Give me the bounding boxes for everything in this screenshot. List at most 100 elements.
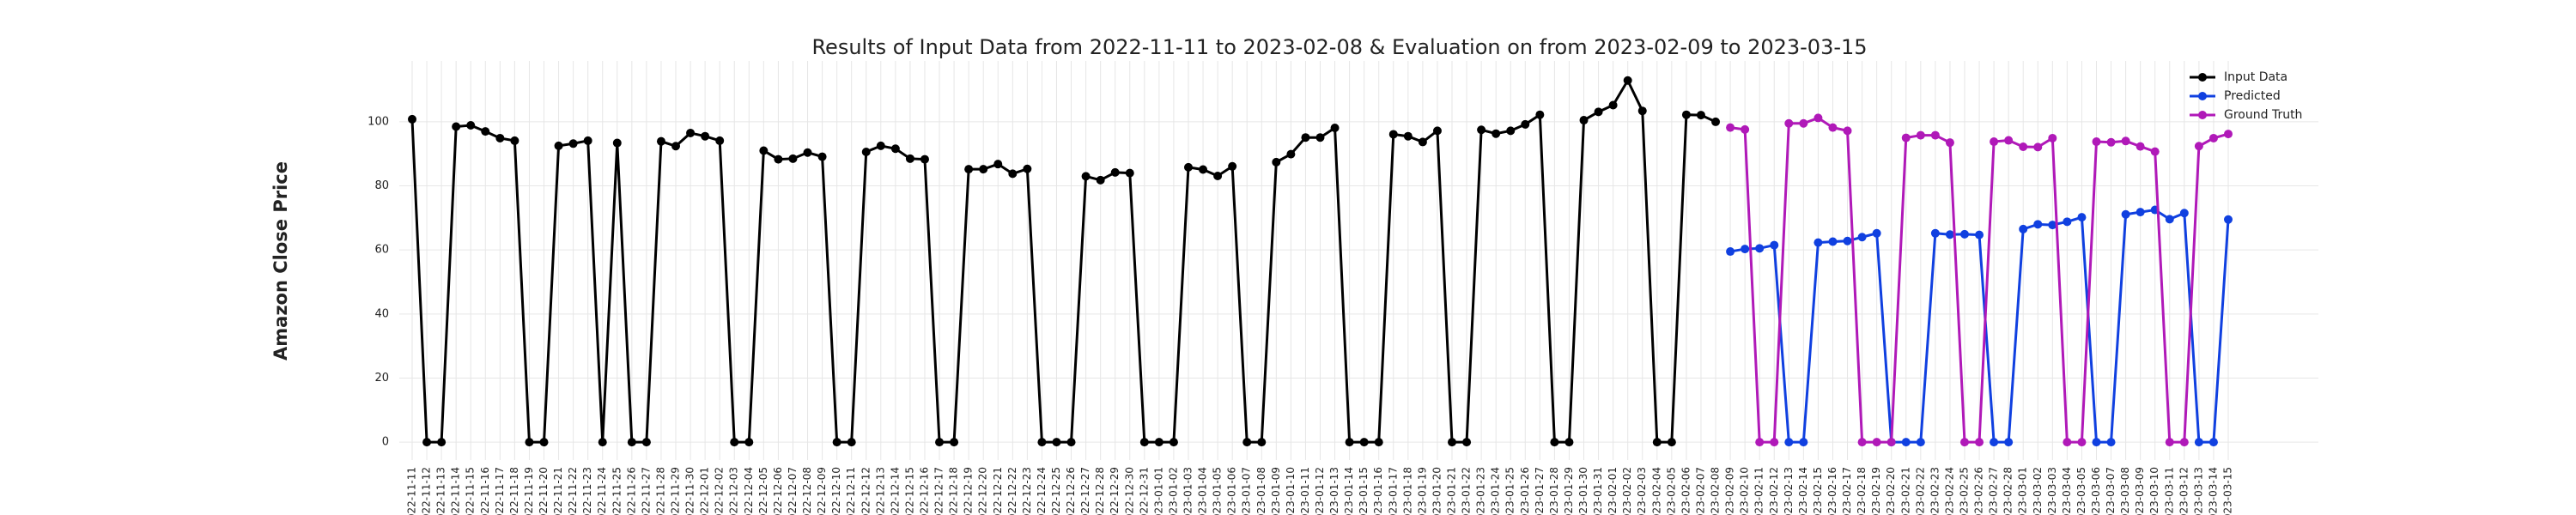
data-point xyxy=(1139,438,1149,447)
x-tick-label: 2023-03-05 xyxy=(2075,467,2087,515)
x-tick-label: 2022-11-13 xyxy=(435,467,447,515)
x-tick-label: 2023-01-28 xyxy=(1548,467,1560,515)
data-point xyxy=(2092,137,2101,147)
data-point xyxy=(2048,133,2057,142)
data-point xyxy=(452,122,461,131)
y-tick-label: 40 xyxy=(374,307,389,320)
data-point xyxy=(759,146,769,155)
data-point xyxy=(2063,438,2072,447)
x-tick-label: 2022-11-11 xyxy=(406,467,418,515)
data-point xyxy=(2208,133,2218,142)
data-point xyxy=(701,131,710,141)
data-point xyxy=(495,133,505,142)
x-tick-label: 2023-01-07 xyxy=(1241,467,1253,515)
data-point xyxy=(1374,438,1383,447)
x-tick-label: 2023-03-13 xyxy=(2192,467,2204,515)
data-point xyxy=(1154,438,1163,447)
data-point xyxy=(1608,100,1618,110)
data-point xyxy=(920,154,929,164)
data-point xyxy=(905,154,914,163)
x-tick-label: 2022-12-26 xyxy=(1065,467,1077,515)
data-point xyxy=(1242,438,1252,447)
x-tick-label: 2022-12-31 xyxy=(1138,467,1150,515)
y-tick-label: 0 xyxy=(382,436,389,449)
x-tick-label: 2023-03-14 xyxy=(2207,467,2219,515)
data-point xyxy=(1843,126,1852,136)
data-point xyxy=(2165,438,2174,447)
x-tick-label: 2023-01-15 xyxy=(1358,467,1370,515)
x-tick-label: 2023-01-19 xyxy=(1416,467,1428,515)
x-tick-label: 2023-02-09 xyxy=(1724,467,1736,515)
data-point xyxy=(1564,438,1574,447)
x-tick-label: 2023-01-13 xyxy=(1328,467,1340,515)
x-tick-label: 2022-12-24 xyxy=(1036,467,1048,515)
data-point xyxy=(1081,172,1091,181)
x-tick-label: 2023-02-13 xyxy=(1783,467,1795,515)
data-point xyxy=(1286,149,1296,159)
data-point xyxy=(1183,162,1193,172)
data-point xyxy=(1857,438,1867,447)
x-tick-label: 2023-01-05 xyxy=(1212,467,1224,515)
data-point xyxy=(2150,147,2160,156)
data-point xyxy=(1828,237,1838,246)
x-tick-label: 2022-12-13 xyxy=(874,467,886,515)
x-tick-label: 2023-02-17 xyxy=(1841,467,1853,515)
data-point xyxy=(993,160,1003,169)
data-point xyxy=(1550,438,1559,447)
data-point xyxy=(1959,438,1969,447)
x-tick-label: 2023-02-18 xyxy=(1856,467,1868,515)
y-tick-label: 20 xyxy=(374,372,389,385)
data-point xyxy=(2136,142,2145,151)
data-point xyxy=(1814,238,1823,247)
data-point xyxy=(1916,438,1925,447)
data-point xyxy=(979,165,988,174)
data-point xyxy=(1945,230,1954,239)
x-tick-label: 2022-11-12 xyxy=(421,467,433,515)
data-point xyxy=(583,136,592,145)
x-tick-label: 2022-11-14 xyxy=(450,467,462,515)
data-point xyxy=(2019,224,2028,233)
x-tick-label: 2022-12-21 xyxy=(992,467,1004,515)
x-tick-label: 2023-02-27 xyxy=(1988,467,2000,515)
legend-marker xyxy=(2198,92,2207,100)
data-point xyxy=(641,438,651,447)
data-point xyxy=(1023,164,1032,173)
x-tick-label: 2023-01-23 xyxy=(1475,467,1487,515)
data-point xyxy=(2106,438,2116,447)
x-tick-label: 2023-01-14 xyxy=(1343,467,1355,515)
x-tick-label: 2023-01-29 xyxy=(1563,467,1575,515)
data-point xyxy=(2208,438,2218,447)
x-tick-label: 2023-01-10 xyxy=(1285,467,1297,515)
data-point xyxy=(1535,110,1545,119)
data-point xyxy=(1959,229,1969,239)
data-point xyxy=(1770,240,1779,250)
x-tick-label: 2023-01-31 xyxy=(1592,467,1604,515)
x-tick-label: 2023-02-03 xyxy=(1636,467,1648,515)
data-point xyxy=(1975,438,1984,447)
data-point xyxy=(554,141,563,150)
x-tick-label: 2022-12-18 xyxy=(948,467,960,515)
x-tick-label: 2023-03-02 xyxy=(2032,467,2044,515)
data-point xyxy=(1637,106,1647,116)
x-tick-label: 2022-12-30 xyxy=(1123,467,1135,515)
x-tick-label: 2023-02-15 xyxy=(1812,467,1824,515)
data-point xyxy=(598,438,607,447)
data-point xyxy=(2063,217,2072,227)
x-tick-label: 2023-02-25 xyxy=(1958,467,1970,515)
data-point xyxy=(964,165,974,174)
data-point xyxy=(1696,111,1705,120)
x-tick-label: 2023-02-10 xyxy=(1739,467,1751,515)
x-tick-label: 2022-11-24 xyxy=(596,467,608,515)
x-tick-label: 2023-01-18 xyxy=(1401,467,1413,515)
data-point xyxy=(1828,123,1838,132)
data-point xyxy=(1301,133,1310,142)
legend-marker xyxy=(2198,73,2207,82)
data-point xyxy=(2179,209,2189,218)
x-tick-label: 2023-01-27 xyxy=(1534,467,1546,515)
x-tick-label: 2023-01-21 xyxy=(1446,467,1458,515)
data-point xyxy=(1257,438,1267,447)
data-point xyxy=(2165,215,2174,224)
x-tick-label: 2022-12-22 xyxy=(1006,467,1018,515)
x-tick-label: 2022-12-04 xyxy=(743,467,755,515)
data-point xyxy=(2121,209,2130,219)
